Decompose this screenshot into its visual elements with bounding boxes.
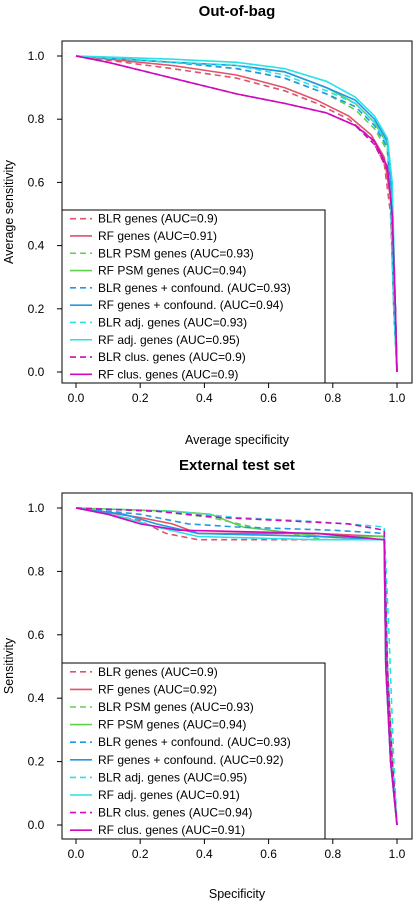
y-tick-label: 0.8 [28, 564, 45, 578]
legend-label: RF adj. genes (AUC=0.95) [98, 333, 240, 347]
legend-label: RF clus. genes (AUC=0.9) [98, 367, 238, 381]
legend-label: BLR adj. genes (AUC=0.95) [98, 770, 247, 784]
series-line [75, 507, 398, 826]
y-tick-label: 0.0 [28, 818, 45, 832]
legend-label: RF genes + confound. (AUC=0.94) [98, 298, 283, 312]
y-tick-label: 0.2 [28, 755, 45, 769]
legend-label: BLR clus. genes (AUC=0.94) [98, 806, 252, 820]
chart-title: External test set [179, 457, 295, 474]
chart-title: Out-of-bag [199, 3, 276, 20]
x-tick-label: 0.8 [324, 391, 341, 405]
x-tick-label: 1.0 [389, 391, 406, 405]
series-line [75, 55, 398, 373]
legend-label: BLR clus. genes (AUC=0.9) [98, 350, 246, 364]
x-tick-label: 0.0 [68, 391, 85, 405]
series-line [75, 507, 398, 826]
chart-panel-oob: Out-of-bag 0.0 0.2 0.4 0.6 0.8 1.00.00.20.40.… [2, 3, 413, 447]
x-axis-label: Average specificity [185, 433, 290, 447]
legend-label: RF clus. genes (AUC=0.91) [98, 823, 245, 837]
y-tick-label: 0.6 [28, 628, 45, 642]
x-tick-label: 0.0 [68, 847, 85, 861]
x-tick-label: 1.0 [389, 847, 406, 861]
legend-label: RF PSM genes (AUC=0.94) [98, 264, 246, 278]
x-tick-label: 0.2 [132, 391, 149, 405]
x-tick-label: 0.6 [260, 391, 277, 405]
axis-ticks: 0.0 0.2 0.4 0.6 0.8 1.0 0.0 0.2 0.4 0.6 0.8 1.0 [28, 49, 406, 405]
legend: BLR genes (AUC=0.9) RF genes (AUC=0.92) BL… [61, 662, 326, 840]
series-layer [75, 55, 398, 373]
legend-box [61, 662, 326, 840]
y-tick-label: 0.8 [28, 112, 45, 126]
legend-label: BLR adj. genes (AUC=0.93) [98, 315, 247, 329]
series-line [75, 55, 398, 373]
y-tick-label: 1.0 [28, 49, 45, 63]
legend-label: BLR genes + confound. (AUC=0.93) [98, 281, 291, 295]
series-layer [75, 507, 398, 826]
y-tick-label: 0.6 [28, 175, 45, 189]
y-axis-label: Sensitivity [2, 637, 16, 694]
y-tick-label: 1.0 [28, 501, 45, 515]
legend-label: RF genes + confound. (AUC=0.92) [98, 753, 283, 767]
legend-label: RF adj. genes (AUC=0.91) [98, 788, 240, 802]
legend-label: RF genes (AUC=0.91) [98, 229, 217, 243]
legend-label: RF PSM genes (AUC=0.94) [98, 718, 246, 732]
x-tick-label: 0.4 [196, 847, 213, 861]
axis-ticks: 0.0 0.2 0.4 0.6 0.8 1.0 0.0 0.2 0.4 0.6 0.8 1.0 [28, 501, 406, 861]
y-tick-label: 0.4 [28, 691, 45, 705]
x-tick-label: 0.4 [196, 391, 213, 405]
legend-label: RF genes (AUC=0.92) [98, 682, 217, 696]
y-tick-label: 0.0 [28, 365, 45, 379]
legend-box [61, 209, 326, 384]
legend-label: BLR genes + confound. (AUC=0.93) [98, 735, 291, 749]
legend-label: BLR PSM genes (AUC=0.93) [98, 246, 254, 260]
legend: BLR genes (AUC=0.9) RF genes (AUC=0.91) BL… [61, 209, 326, 384]
x-tick-label: 0.6 [260, 847, 277, 861]
x-tick-label: 0.8 [324, 847, 341, 861]
y-axis-label: Average sensitivity [2, 159, 16, 264]
legend-label: BLR genes (AUC=0.9) [98, 212, 218, 226]
legend-label: BLR genes (AUC=0.9) [98, 665, 218, 679]
y-tick-label: 0.2 [28, 302, 45, 316]
series-line [75, 507, 398, 826]
legend-label: BLR PSM genes (AUC=0.93) [98, 700, 254, 714]
chart-panel-external: External test set 0.0 0.2 0.4 0.6 0.8 1.00.00… [2, 457, 413, 901]
x-axis-label: Specificity [209, 887, 266, 901]
y-tick-label: 0.4 [28, 239, 45, 253]
x-tick-label: 0.2 [132, 847, 149, 861]
